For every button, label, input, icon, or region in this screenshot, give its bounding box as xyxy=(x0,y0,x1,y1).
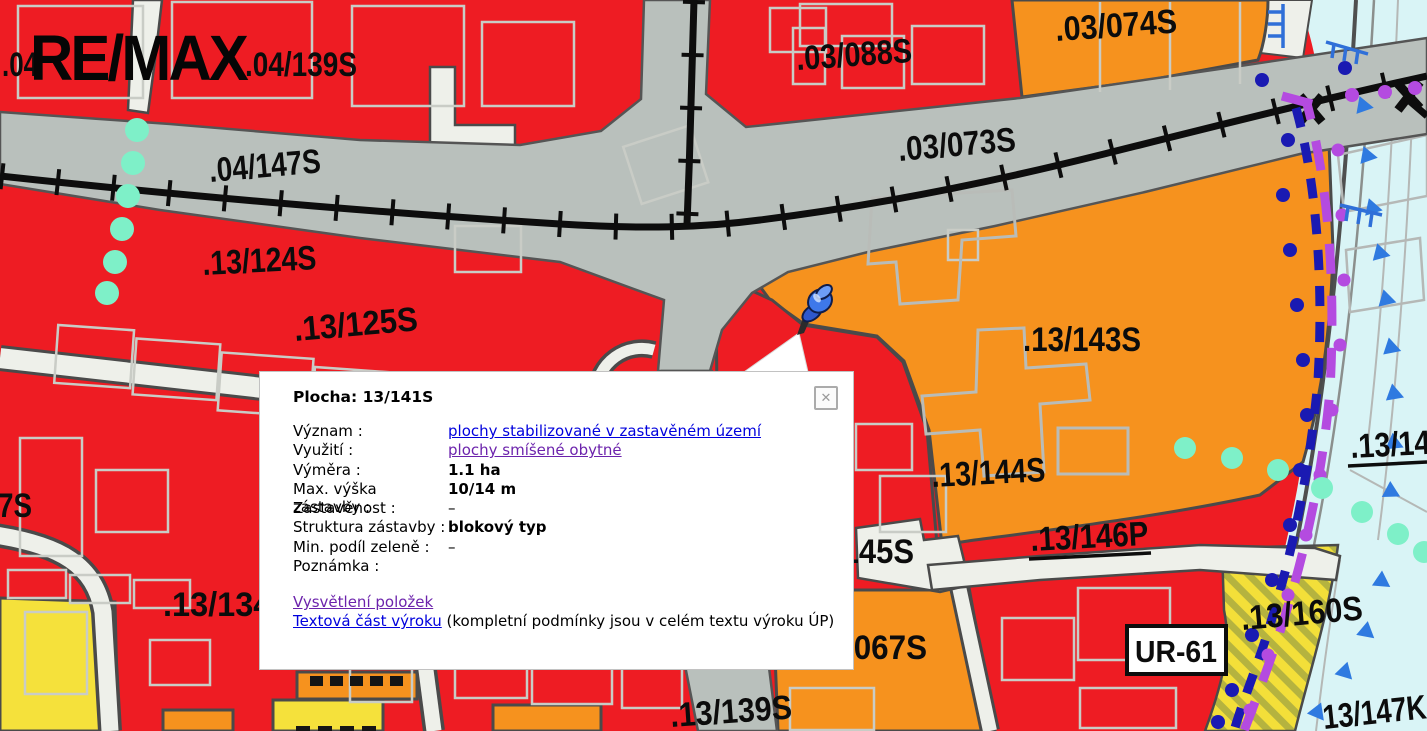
parcel-attributes: Význam : plochy stabilizované v zastavěn… xyxy=(293,422,761,576)
mint-dots xyxy=(95,118,1427,563)
zone-label: .13/124S xyxy=(201,239,317,283)
zone-label: .13/146P xyxy=(1029,515,1149,559)
zone-label: .13/143S xyxy=(1023,321,1141,359)
zone-label: .13/139S xyxy=(669,689,793,731)
attribute-label: Poznámka : xyxy=(293,557,380,576)
attribute-value: 10/14 m xyxy=(448,479,517,498)
attribute-row: Výměra : 1.1 ha xyxy=(293,461,761,480)
boundary-navy-dashed xyxy=(1229,106,1325,731)
zone-label: .03/088S xyxy=(795,32,913,78)
attribute-row: Max. výška zástavby : 10/14 m xyxy=(293,479,761,516)
attribute-row: Struktura zástavby : blokový typ xyxy=(293,518,761,537)
attribute-label: Výměra : xyxy=(293,460,361,479)
zone-label: /067S xyxy=(845,629,927,667)
boundary-purple-dashed xyxy=(1239,91,1337,731)
purple-dots xyxy=(1243,81,1422,717)
blue-triangles xyxy=(1306,96,1405,721)
blue-comb-marks xyxy=(1268,4,1383,228)
popup-footer-links: Vysvětlení položek Textová část výroku (… xyxy=(293,593,834,632)
navy-dots xyxy=(1211,61,1352,729)
attribute-row: Význam : plochy stabilizované v zastavěn… xyxy=(293,422,761,441)
remax-watermark: RE/MAX xyxy=(30,22,249,94)
ur-badge: UR-61 xyxy=(1125,624,1228,676)
popup-title: Plocha: 13/141S xyxy=(293,388,434,406)
zone-label: .13/14 xyxy=(1349,424,1427,466)
zone-label: .13/144S xyxy=(930,451,1046,495)
textova-cast-vyroku-link[interactable]: Textová část výroku xyxy=(293,612,442,631)
attribute-row: Zastavěnost : – xyxy=(293,499,761,518)
attribute-label: Struktura zástavby : xyxy=(293,518,446,537)
parcel-info-popup: Plocha: 13/141S ✕ Význam : plochy stabil… xyxy=(259,371,854,670)
zone-label: .04 xyxy=(2,46,38,84)
zone-yellow xyxy=(0,543,1340,731)
map-pin-icon[interactable] xyxy=(797,282,837,335)
zone-label: .04/139S xyxy=(245,46,357,84)
links-suffix: (kompletní podmínky jsou v celém textu v… xyxy=(446,612,835,631)
attribute-value: blokový typ xyxy=(448,518,547,537)
vyuziti-link[interactable]: plochy smíšené obytné xyxy=(448,441,622,460)
close-icon[interactable]: ✕ xyxy=(814,386,838,410)
attribute-label: Zastavěnost : xyxy=(293,499,396,518)
zone-label: 7S xyxy=(0,487,32,525)
attribute-value: – xyxy=(448,537,456,556)
attribute-row: Min. podíl zeleně : – xyxy=(293,538,761,557)
vyznam-link[interactable]: plochy stabilizované v zastavěném území xyxy=(448,422,762,440)
attribute-row: Poznámka : xyxy=(293,557,761,576)
attribute-value: 1.1 ha xyxy=(448,460,501,479)
ur-badge-label: UR-61 xyxy=(1135,634,1217,669)
zone-label: .03/074S xyxy=(1054,3,1178,49)
attribute-label: Využití : xyxy=(293,441,354,460)
attribute-label: Max. výška zástavby : xyxy=(293,479,377,516)
vysvetleni-polozek-link[interactable]: Vysvětlení položek xyxy=(293,593,434,611)
attribute-row: Využití : plochy smíšené obytné xyxy=(293,441,761,460)
attribute-label: Význam : xyxy=(293,422,363,440)
cut-label-fragments xyxy=(296,676,403,731)
attribute-value: – xyxy=(448,499,456,518)
attribute-label: Min. podíl zeleně : xyxy=(293,537,430,556)
